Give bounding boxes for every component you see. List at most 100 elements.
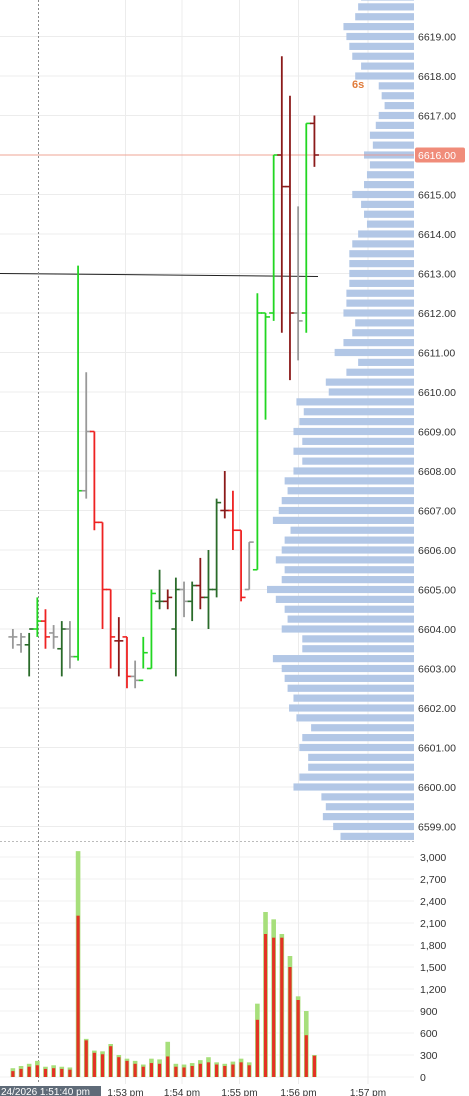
volume-tick-label: 3,000	[420, 852, 446, 864]
volume-bar-1	[18, 1066, 24, 1077]
profile-bar-18	[272, 655, 414, 663]
profile-bar-10	[302, 734, 414, 742]
profile-bar-40	[302, 437, 414, 445]
volume-bar-part	[11, 1071, 15, 1077]
volume-bar-33	[279, 934, 285, 1077]
time-tick-label: 1:56 pm	[280, 1088, 316, 1096]
volume-bar-part	[304, 1035, 308, 1077]
price-axis[interactable]: 6599.00 6600.00 6601.00 6602.00 6603.00 6604.…	[415, 32, 465, 834]
profile-bar-37	[293, 467, 414, 475]
volume-bars[interactable]	[10, 851, 317, 1077]
volume-bar-part	[52, 1068, 56, 1077]
volume-bar-13	[116, 1055, 122, 1077]
volume-bar-28	[238, 1058, 244, 1077]
bar-timer-label: 6s	[352, 79, 364, 91]
volume-bar-part	[92, 1052, 96, 1077]
profile-bar-15	[287, 684, 414, 692]
profile-bar-62	[366, 220, 414, 228]
price-tick-label: 6605.00	[418, 585, 456, 597]
profile-bar-0	[340, 832, 414, 840]
price-tick-label: 6617.00	[418, 111, 456, 123]
price-tick-label: 6619.00	[418, 32, 456, 44]
ohlc-bar-12	[106, 588, 116, 669]
volume-bar-34	[287, 956, 293, 1077]
ohlc-bar-8	[73, 265, 83, 661]
ohlc-bar-19	[163, 589, 173, 610]
profile-bar-25	[267, 585, 414, 594]
profile-bar-85	[361, 0, 414, 1]
volume-bar-part	[288, 967, 292, 1077]
profile-bar-19	[302, 645, 414, 653]
profile-bar-82	[343, 23, 414, 31]
price-bars[interactable]	[8, 56, 319, 689]
volume-bar-part	[68, 1069, 72, 1077]
volume-bar-part	[157, 1063, 162, 1077]
profile-bar-76	[378, 82, 414, 90]
volume-bar-part	[109, 1046, 113, 1077]
price-tick-label: 6611.00	[418, 348, 455, 360]
volume-bar-part	[198, 1063, 202, 1077]
profile-bar-42	[299, 418, 414, 426]
volume-bar-part	[117, 1057, 121, 1077]
ohlc-bar-1	[16, 632, 26, 653]
volume-bar-part	[43, 1068, 48, 1077]
profile-bar-49	[334, 348, 414, 357]
profile-bar-12	[296, 714, 414, 722]
volume-bar-29	[246, 1062, 252, 1077]
profile-bar-5	[293, 783, 414, 791]
volume-bar-2	[26, 1063, 32, 1077]
volume-bar-20	[173, 1063, 179, 1077]
volume-tick-label: 1,500	[420, 962, 446, 974]
volume-bar-part	[149, 1063, 154, 1077]
time-axis[interactable]: 1:53 pm 1:54 pm 1:55 pm 1:56 pm 1:57 pm 24/20…	[0, 1086, 386, 1096]
last-price-tag: 6616.00	[415, 147, 465, 163]
profile-bar-75	[381, 92, 414, 100]
volume-tick-label: 2,400	[420, 896, 446, 908]
volume-axis[interactable]: 0 300 600 900 1,200 1,500 1,800 2,100 2,400 2,700…	[420, 852, 446, 1084]
profile-bar-34	[281, 497, 414, 505]
volume-bar-11	[100, 1051, 105, 1077]
profile-bar-16	[284, 674, 414, 682]
profile-bar-2	[322, 813, 414, 821]
ohlc-bar-29	[244, 541, 254, 591]
volume-bar-part	[76, 915, 80, 1077]
profile-bar-44	[296, 398, 414, 406]
profile-bar-71	[369, 131, 414, 139]
profile-bar-7	[308, 763, 414, 771]
volume-bar-10	[92, 1050, 97, 1077]
profile-bar-3	[325, 803, 414, 811]
profile-bar-54	[346, 299, 414, 307]
volume-bar-25	[214, 1062, 219, 1077]
ohlc-bar-17	[146, 589, 156, 670]
volume-tick-label: 300	[420, 1050, 438, 1062]
price-tick-label: 6614.00	[418, 229, 456, 241]
ohlc-bar-16	[138, 636, 148, 682]
profile-bar-78	[361, 62, 414, 70]
volume-bar-part	[100, 1054, 105, 1077]
price-tick-label: 6607.00	[418, 506, 456, 518]
crosshair-time-label: 24/2026 1:51:40 pm	[1, 1087, 90, 1096]
volume-bar-30	[255, 1003, 260, 1077]
profile-bar-13	[289, 704, 414, 712]
volume-bar-9	[83, 1038, 89, 1077]
profile-bar-14	[293, 694, 414, 702]
profile-bar-38	[302, 457, 414, 465]
volume-bar-part	[263, 934, 268, 1077]
volume-tick-label: 1,200	[420, 984, 446, 996]
profile-bar-1	[333, 822, 414, 831]
volume-bar-27	[230, 1061, 236, 1077]
profile-bar-23	[284, 605, 414, 613]
ohlc-bar-25	[212, 498, 222, 598]
ohlc-bar-23	[195, 557, 205, 610]
volume-bar-36	[303, 1011, 309, 1077]
profile-bar-43	[303, 408, 414, 416]
profile-bar-31	[290, 526, 414, 534]
price-tick-label: 6602.00	[418, 703, 456, 715]
volume-profile	[267, 0, 414, 840]
profile-bar-58	[349, 260, 414, 268]
profile-bar-50	[343, 339, 414, 347]
profile-bar-30	[284, 536, 414, 544]
volume-bar-part	[190, 1066, 194, 1077]
profile-bar-63	[364, 210, 414, 218]
